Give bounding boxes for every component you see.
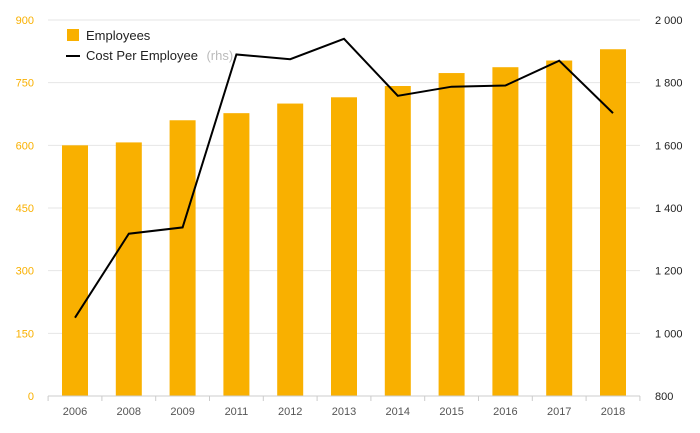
- x-tick-label: 2014: [386, 406, 410, 418]
- bar-employees: [169, 120, 196, 397]
- right-tick-label: 1 000: [655, 328, 683, 340]
- cost-line-group: [74, 37, 614, 319]
- x-tick-label: 2012: [278, 406, 302, 418]
- bar-employees: [115, 142, 142, 396]
- x-axis: 2006 2008 2009 2011 2012 2013 2014 2015 2016 2017…: [47, 395, 641, 418]
- legend-label-employees: Employees: [86, 28, 151, 43]
- bar-employees: [223, 113, 250, 397]
- left-tick-label: 750: [16, 78, 34, 90]
- legend-swatch-employees: [67, 29, 79, 41]
- x-tick-label: 2017: [547, 406, 571, 418]
- bar-employees: [438, 73, 465, 397]
- x-tick-label: 2009: [170, 406, 194, 418]
- left-tick-label: 600: [16, 140, 34, 152]
- x-tick-label: 2011: [225, 406, 249, 418]
- bar-employees: [384, 86, 411, 397]
- x-tick-label: 2008: [117, 406, 141, 418]
- left-tick-label: 900: [16, 15, 34, 27]
- left-axis-ticks: 0 150 300 450 600 750 900: [16, 15, 34, 403]
- right-tick-label: 1 600: [655, 140, 683, 152]
- bar-employees: [546, 60, 573, 396]
- left-tick-label: 150: [16, 328, 34, 340]
- right-tick-label: 1 800: [655, 78, 683, 90]
- legend: Employees Cost Per Employee (rhs): [66, 28, 233, 64]
- legend-label-cost: Cost Per Employee (rhs): [86, 47, 233, 64]
- x-tick-label: 2006: [63, 406, 87, 418]
- x-tick-label: 2016: [493, 406, 517, 418]
- right-tick-label: 2 000: [655, 15, 683, 27]
- x-tick-label: 2013: [332, 406, 356, 418]
- left-tick-label: 450: [16, 203, 34, 215]
- right-axis-ticks: 800 1 000 1 200 1 400 1 600 1 800 2 000: [655, 15, 683, 403]
- line-cost-per-employee: [74, 37, 614, 319]
- right-tick-label: 1 400: [655, 203, 683, 215]
- left-tick-label: 300: [16, 266, 34, 278]
- right-tick-label: 800: [655, 391, 673, 403]
- bar-employees: [492, 67, 519, 396]
- legend-cost-name: Cost Per Employee: [86, 48, 198, 63]
- x-tick-label: 2015: [439, 406, 463, 418]
- left-tick-label: 0: [28, 391, 34, 403]
- employee-bars: [62, 49, 626, 397]
- bar-employees: [277, 103, 304, 397]
- right-tick-label: 1 200: [655, 266, 683, 278]
- bar-employees: [331, 97, 357, 397]
- legend-cost-suffix: (rhs): [206, 48, 233, 63]
- bar-employees: [600, 49, 626, 396]
- x-tick-label: 2018: [601, 406, 625, 418]
- bar-employees: [62, 145, 88, 396]
